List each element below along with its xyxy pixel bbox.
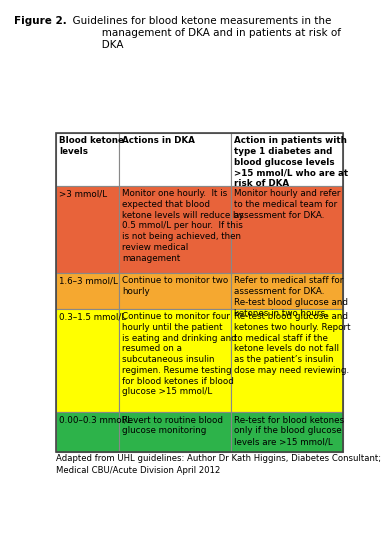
Bar: [119, 185, 231, 273]
Bar: [119, 412, 231, 452]
Bar: [231, 412, 344, 452]
Bar: [231, 185, 344, 273]
Text: Refer to medical staff for
assessment for DKA.
Re-test blood glucose and
ketones: Refer to medical staff for assessment fo…: [234, 276, 349, 318]
Text: Revert to routine blood
glucose monitoring: Revert to routine blood glucose monitori…: [122, 416, 223, 435]
Bar: [231, 133, 344, 185]
Text: >3 mmol/L: >3 mmol/L: [59, 189, 108, 198]
Text: Re-test for blood ketones
only if the blood glucose
levels are >15 mmol/L: Re-test for blood ketones only if the bl…: [234, 416, 345, 446]
Bar: [56, 412, 119, 452]
Bar: [56, 133, 119, 185]
Text: Adapted from UHL guidelines: Author Dr Kath Higgins, Diabetes Consultant;
Medica: Adapted from UHL guidelines: Author Dr K…: [56, 454, 381, 475]
Bar: [119, 133, 231, 185]
Bar: [56, 185, 119, 273]
Bar: [119, 309, 231, 412]
Bar: [56, 309, 119, 412]
Text: Guidelines for blood ketone measurements in the
           management of DKA and: Guidelines for blood ketone measurements…: [66, 16, 341, 50]
Text: Figure 2.: Figure 2.: [14, 16, 66, 26]
Text: Monitor hourly and refer
to the medical team for
assessment for DKA.: Monitor hourly and refer to the medical …: [234, 189, 341, 219]
Text: Re-test blood glucose and
ketones two hourly. Report
to medical staff if the
ket: Re-test blood glucose and ketones two ho…: [234, 312, 351, 375]
Bar: [56, 133, 344, 452]
Bar: [56, 273, 119, 309]
Text: Actions in DKA: Actions in DKA: [122, 136, 195, 146]
Bar: [231, 273, 344, 309]
Text: 1.6–3 mmol/L: 1.6–3 mmol/L: [59, 276, 118, 286]
Text: 0.00–0.3 mmol/L: 0.00–0.3 mmol/L: [59, 416, 132, 424]
Text: Monitor one hourly.  It is
expected that blood
ketone levels will reduce by
0.5 : Monitor one hourly. It is expected that …: [122, 189, 244, 263]
Text: Continue to monitor two
hourly: Continue to monitor two hourly: [122, 276, 229, 296]
Text: 0.3–1.5 mmol/L: 0.3–1.5 mmol/L: [59, 312, 127, 321]
Text: Action in patients with
type 1 diabetes and
blood glucose levels
>15 mmol/L who : Action in patients with type 1 diabetes …: [234, 136, 349, 188]
Bar: [231, 309, 344, 412]
Text: Blood ketone
levels: Blood ketone levels: [59, 136, 124, 156]
Bar: [119, 273, 231, 309]
Text: Continue to monitor four
hourly until the patient
is eating and drinking and
res: Continue to monitor four hourly until th…: [122, 312, 237, 397]
